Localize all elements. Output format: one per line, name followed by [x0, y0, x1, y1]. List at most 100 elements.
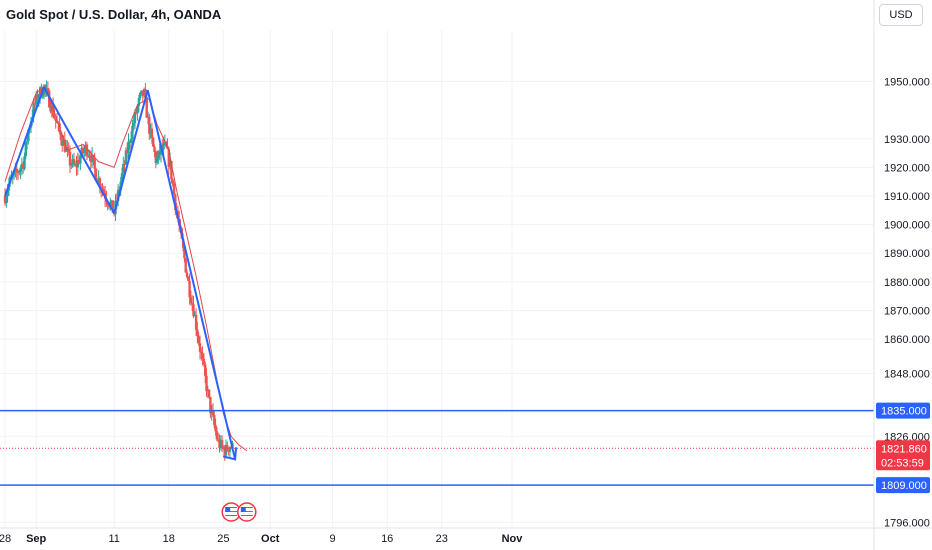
candle-body	[211, 410, 215, 416]
candle-body	[94, 168, 98, 181]
candle-body	[148, 116, 151, 134]
trend-line[interactable]	[146, 89, 237, 460]
candle-body	[132, 123, 135, 126]
candle-body	[202, 358, 206, 365]
time-axis[interactable]: 28 Sep 11 18 25 Oct 9 16 23 Nov	[0, 527, 932, 545]
candle-body	[41, 95, 44, 97]
candle-body	[87, 155, 90, 157]
flag-stripe	[225, 515, 238, 516]
candle-body	[205, 375, 208, 392]
price-tick-label: 1910.000	[884, 191, 930, 203]
candle-body	[97, 178, 100, 183]
economic-events[interactable]	[221, 502, 257, 522]
candle-body	[213, 415, 216, 426]
candle-body	[92, 154, 95, 159]
candle-body	[71, 159, 74, 165]
trend-line[interactable]	[43, 86, 116, 214]
candle-body	[70, 164, 73, 166]
candle-body	[72, 159, 76, 165]
level-price-tag[interactable]	[876, 477, 930, 494]
current-price-tag[interactable]	[876, 440, 930, 471]
candle-body	[5, 196, 8, 204]
candle-body	[67, 148, 70, 152]
price-tick-label: 1796.000	[884, 517, 930, 529]
time-tick-label: 11	[108, 533, 119, 545]
candle-body	[184, 258, 187, 273]
candle-body	[123, 163, 126, 165]
candle-body	[200, 351, 203, 354]
candle-body	[37, 96, 40, 101]
candle-body	[158, 150, 161, 155]
candle-body	[207, 389, 211, 397]
candle-body	[220, 440, 224, 447]
candle-body	[196, 329, 199, 337]
candle-body	[133, 111, 137, 124]
time-tick-label: 18	[163, 533, 175, 545]
flag-stripe	[225, 513, 238, 514]
time-tick-label: 25	[217, 533, 229, 545]
candle-body	[210, 410, 213, 414]
flag-stripe	[240, 515, 253, 516]
time-tick-label: Nov	[502, 533, 524, 545]
currency-button[interactable]: USD	[879, 4, 923, 26]
time-tick-label: Oct	[261, 533, 280, 545]
candle-body	[83, 149, 86, 154]
candle-body	[102, 189, 105, 194]
us-flag-icon[interactable]	[237, 502, 257, 522]
candle-body	[35, 94, 38, 105]
candle-body	[18, 171, 21, 173]
candle-body	[188, 280, 191, 298]
candle-body	[172, 183, 176, 195]
candle-body	[59, 132, 63, 141]
candle-body	[80, 147, 83, 157]
level-price-tag[interactable]	[876, 402, 930, 419]
candle-body	[19, 167, 22, 172]
flag-canton	[225, 507, 231, 512]
candle-body	[14, 168, 17, 172]
candle-body	[139, 92, 142, 98]
candle-body	[136, 106, 139, 113]
candle-body	[55, 120, 59, 123]
candle-body	[76, 160, 79, 168]
time-tick-label: Sep	[26, 533, 46, 545]
candle-body	[223, 447, 226, 456]
trend-line[interactable]	[4, 86, 45, 197]
candle-body	[89, 157, 92, 163]
candle-body	[150, 128, 154, 138]
candle-body	[218, 439, 221, 448]
price-tick-label: 1950.000	[884, 77, 930, 89]
candle-body	[194, 314, 198, 330]
candle-body	[167, 148, 170, 167]
current-price-label: 1821.860	[881, 443, 927, 455]
candle-body	[120, 173, 124, 182]
candle-body	[113, 212, 116, 215]
candle-body	[149, 128, 152, 134]
candle-body	[33, 103, 37, 105]
candle-body	[157, 150, 160, 158]
candle-body	[53, 116, 56, 119]
candle-body	[61, 140, 64, 146]
candle-body	[152, 137, 155, 147]
candle-body	[154, 152, 157, 163]
flag-stripe	[225, 507, 238, 508]
candle-body	[187, 276, 190, 281]
candle-body	[131, 125, 134, 139]
candle-body	[128, 141, 131, 143]
candle-body	[201, 353, 204, 359]
candle-body	[226, 444, 229, 451]
candle-body	[51, 105, 55, 117]
candle-body	[62, 139, 65, 146]
candle-body	[77, 160, 81, 164]
candle-body	[68, 151, 72, 166]
candle-body	[153, 146, 156, 153]
time-tick-label: 28	[0, 533, 11, 545]
price-axis[interactable]: 1796.0001809.0001826.0001835.0001848.000…	[873, 0, 930, 550]
candle-body	[142, 89, 146, 96]
candle-body	[183, 247, 186, 259]
price-tick-label: 1930.000	[884, 134, 930, 146]
trend-lines[interactable]	[4, 86, 238, 461]
candle-body	[44, 85, 47, 90]
horizontal-levels[interactable]	[0, 409, 874, 486]
trend-line[interactable]	[113, 89, 149, 214]
